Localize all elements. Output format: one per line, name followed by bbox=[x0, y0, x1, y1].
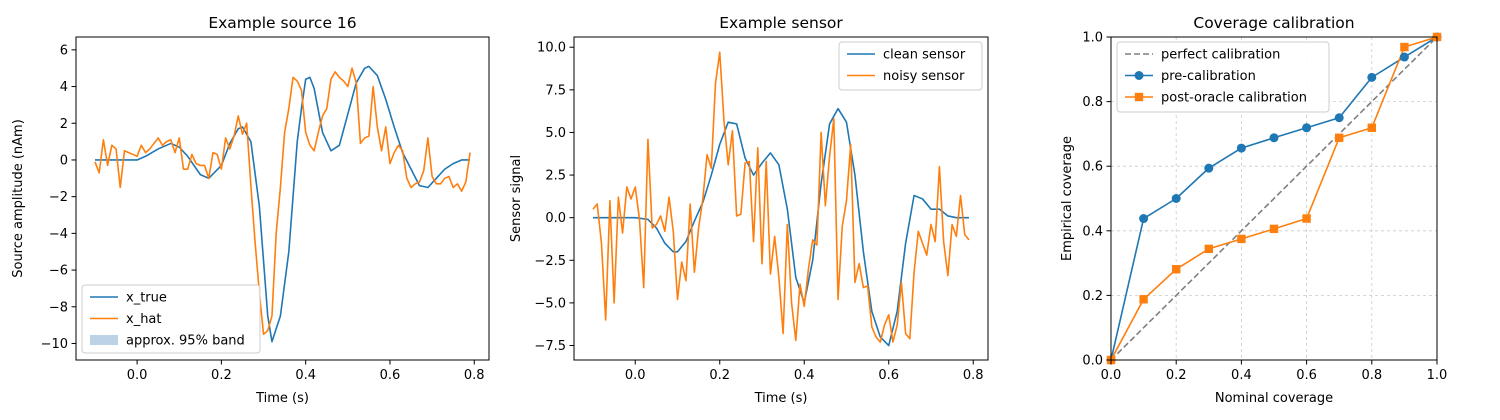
y-tick-label: −2.5 bbox=[534, 254, 566, 269]
data-point bbox=[1204, 244, 1213, 254]
data-point bbox=[1334, 113, 1344, 123]
data-point bbox=[1367, 72, 1377, 82]
data-point bbox=[1237, 234, 1246, 244]
y-tick-label: 5.0 bbox=[545, 126, 566, 141]
data-point bbox=[1171, 194, 1181, 203]
x-tick-label: 0.6 bbox=[380, 368, 401, 383]
plot-area bbox=[94, 65, 471, 343]
x-tick-label: 0.4 bbox=[794, 368, 815, 383]
y-tick-label: 0.2 bbox=[1082, 289, 1103, 304]
axes-frame bbox=[75, 36, 490, 361]
legend-label: perfect calibration bbox=[1161, 48, 1280, 63]
x-tick-label: 0.2 bbox=[1166, 368, 1187, 383]
x-tick-label: 0.0 bbox=[1101, 368, 1122, 383]
y-tick-label: −8 bbox=[49, 300, 68, 315]
chart-title: Example source 16 bbox=[208, 14, 356, 32]
chart-panel-1: 0.0 0.2 0.4 0.6 0.8 −10 −8 −6 −4 −2 0 2 4 6 Example so… bbox=[11, 14, 490, 406]
y-axis-label: Sensor signal bbox=[509, 155, 524, 242]
data-point bbox=[1335, 133, 1344, 142]
y-tick-label: 0.6 bbox=[1082, 160, 1103, 175]
y-tick-label: −2 bbox=[49, 190, 68, 205]
y-tick-label: 2 bbox=[60, 117, 68, 132]
data-point bbox=[1236, 143, 1246, 153]
y-tick-label: 0 bbox=[60, 153, 68, 168]
legend: perfect calibration pre-calibration post-o… bbox=[1116, 41, 1330, 113]
legend-swatch-band bbox=[90, 335, 118, 345]
series-line-clean-sensor bbox=[593, 107, 969, 347]
legend-label: pre-calibration bbox=[1161, 69, 1256, 84]
axes-frame bbox=[1110, 36, 1438, 361]
legend-label: approx. 95% band bbox=[126, 334, 245, 349]
data-point bbox=[1139, 214, 1149, 224]
axes-frame bbox=[573, 36, 989, 361]
y-tick-label: 0.0 bbox=[545, 211, 566, 226]
x-axis-label: Time (s) bbox=[255, 391, 309, 406]
data-point bbox=[1139, 295, 1148, 304]
y-axis-label: Empirical coverage bbox=[1060, 136, 1075, 261]
y-tick-label: 2.5 bbox=[545, 169, 566, 184]
data-point bbox=[1302, 214, 1311, 223]
x-tick-label: 0.4 bbox=[295, 368, 316, 383]
legend: clean sensor noisy sensor bbox=[838, 41, 983, 91]
legend-marker bbox=[1134, 71, 1144, 80]
series-line-noisy-sensor bbox=[592, 51, 970, 343]
chart-panel-2: 0.0 0.2 0.4 0.6 0.8 −7.5 −5.0 −2.5 0.0 2.5 5.0 7.5 1… bbox=[509, 14, 989, 406]
y-tick-label: 1.0 bbox=[1082, 31, 1103, 46]
data-point bbox=[1172, 265, 1181, 274]
y-tick-label: 7.5 bbox=[545, 83, 566, 98]
x-tick-label: 0.6 bbox=[878, 368, 899, 383]
legend-marker bbox=[1134, 92, 1144, 102]
y-tick-label: −5.0 bbox=[534, 296, 566, 311]
x-tick-label: 0.6 bbox=[1296, 368, 1317, 383]
legend-label: noisy sensor bbox=[883, 69, 965, 84]
x-tick-label: 0.0 bbox=[625, 368, 646, 383]
x-tick-label: 1.0 bbox=[1427, 368, 1448, 383]
data-point bbox=[1400, 42, 1409, 52]
chart-title: Example sensor bbox=[719, 14, 843, 32]
legend-box bbox=[1116, 41, 1330, 113]
y-tick-label: 0.8 bbox=[1082, 95, 1103, 110]
x-axis-label: Time (s) bbox=[754, 391, 808, 406]
x-tick-label: 0.8 bbox=[963, 368, 984, 383]
data-point bbox=[1399, 52, 1409, 62]
legend: x_true x_hat approx. 95% band bbox=[81, 284, 261, 354]
legend-label: x_true bbox=[126, 291, 167, 306]
y-tick-label: 6 bbox=[60, 43, 68, 58]
y-tick-label: 0.0 bbox=[1082, 354, 1103, 369]
y-tick-label: −6 bbox=[49, 264, 68, 279]
y-tick-label: 0.4 bbox=[1082, 224, 1103, 239]
series-line-perfect-calibration bbox=[1111, 37, 1437, 360]
y-tick-label: −10 bbox=[41, 337, 68, 352]
x-tick-label: 0.2 bbox=[211, 368, 232, 383]
y-tick-label: −7.5 bbox=[534, 339, 566, 354]
chart-title: Coverage calibration bbox=[1193, 14, 1354, 32]
x-tick-label: 0.4 bbox=[1231, 368, 1252, 383]
legend-label: clean sensor bbox=[883, 48, 966, 63]
x-tick-label: 0.8 bbox=[464, 368, 485, 383]
plot-area bbox=[592, 51, 970, 347]
legend-label: x_hat bbox=[126, 312, 162, 327]
series-line-x-hat bbox=[94, 67, 471, 336]
series-line-x-true bbox=[94, 65, 471, 343]
legend-box bbox=[81, 284, 261, 354]
y-tick-label: −4 bbox=[49, 227, 68, 242]
x-tick-label: 0.2 bbox=[709, 368, 730, 383]
legend-label: post-oracle calibration bbox=[1161, 91, 1307, 106]
data-point bbox=[1269, 224, 1279, 234]
chart-panel-3: 0.0 0.2 0.4 0.6 0.8 1.0 0.0 0.2 0.4 0.6 0.8 1.0 Cove… bbox=[1060, 14, 1447, 406]
y-tick-label: 10.0 bbox=[537, 41, 566, 56]
x-axis-label: Nominal coverage bbox=[1215, 391, 1333, 406]
data-point bbox=[1302, 123, 1312, 133]
x-tick-label: 0.0 bbox=[127, 368, 148, 383]
data-point bbox=[1367, 123, 1376, 132]
data-point bbox=[1204, 163, 1214, 173]
y-tick-label: 4 bbox=[60, 80, 68, 95]
data-point bbox=[1269, 133, 1279, 143]
y-axis-label: Source amplitude (nAm) bbox=[11, 119, 26, 278]
x-tick-label: 0.8 bbox=[1361, 368, 1382, 383]
